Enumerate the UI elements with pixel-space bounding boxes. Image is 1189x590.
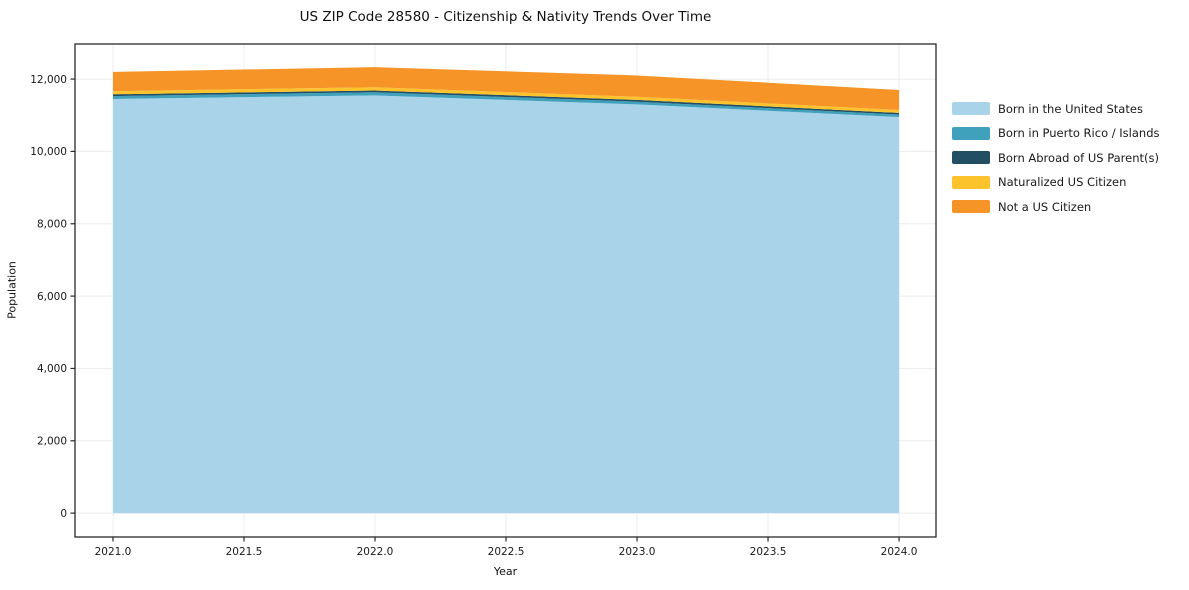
legend: Born in the United States Born in Puerto… <box>952 102 1160 225</box>
legend-item: Naturalized US Citizen <box>952 175 1160 189</box>
x-tick-label: 2023.0 <box>619 546 656 558</box>
x-tick-label: 2021.5 <box>226 546 263 558</box>
y-tick-label: 2,000 <box>37 436 67 448</box>
legend-item: Born Abroad of US Parent(s) <box>952 150 1160 165</box>
legend-label: Born Abroad of US Parent(s) <box>998 150 1159 165</box>
legend-label: Naturalized US Citizen <box>998 175 1127 189</box>
legend-item: Not a US Citizen <box>952 199 1160 214</box>
area-born-in-the-united-states <box>112 95 900 514</box>
area-born-in-puerto-rico-islands <box>112 92 900 118</box>
y-axis-label: Population <box>5 261 19 319</box>
chart-title: US ZIP Code 28580 - Citizenship & Nativi… <box>299 9 712 25</box>
x-tick-label: 2022.5 <box>488 546 525 558</box>
legend-swatch-not-citizen <box>952 200 990 213</box>
x-tick-label: 2021.0 <box>95 546 132 558</box>
legend-swatch-born-abroad <box>952 151 990 164</box>
legend-swatch-puerto-rico-islands <box>952 126 990 140</box>
area-born-abroad-of-us-parent-s <box>112 90 900 115</box>
legend-label: Born in the United States <box>998 101 1143 116</box>
area-not-a-us-citizen <box>112 67 900 111</box>
y-tick-label: 8,000 <box>37 219 67 231</box>
y-tick-label: 4,000 <box>37 363 67 375</box>
x-axis-label: Year <box>493 565 518 578</box>
x-tick-label: 2023.5 <box>750 546 787 558</box>
legend-swatch-naturalized <box>952 175 990 189</box>
legend-swatch-born-in-us <box>952 102 990 115</box>
legend-label: Not a US Citizen <box>998 199 1092 214</box>
x-tick-label: 2024.0 <box>881 546 918 558</box>
y-tick-label: 10,000 <box>30 146 67 158</box>
legend-item: Born in the United States <box>952 101 1160 116</box>
legend-label: Born in Puerto Rico / Islands <box>998 126 1160 140</box>
legend-item: Born in Puerto Rico / Islands <box>952 126 1160 140</box>
x-tick-label: 2022.0 <box>357 546 394 558</box>
y-tick-label: 12,000 <box>30 74 67 86</box>
y-tick-label: 0 <box>60 508 67 520</box>
y-tick-label: 6,000 <box>37 291 67 303</box>
area-naturalized-us-citizen <box>112 87 900 113</box>
